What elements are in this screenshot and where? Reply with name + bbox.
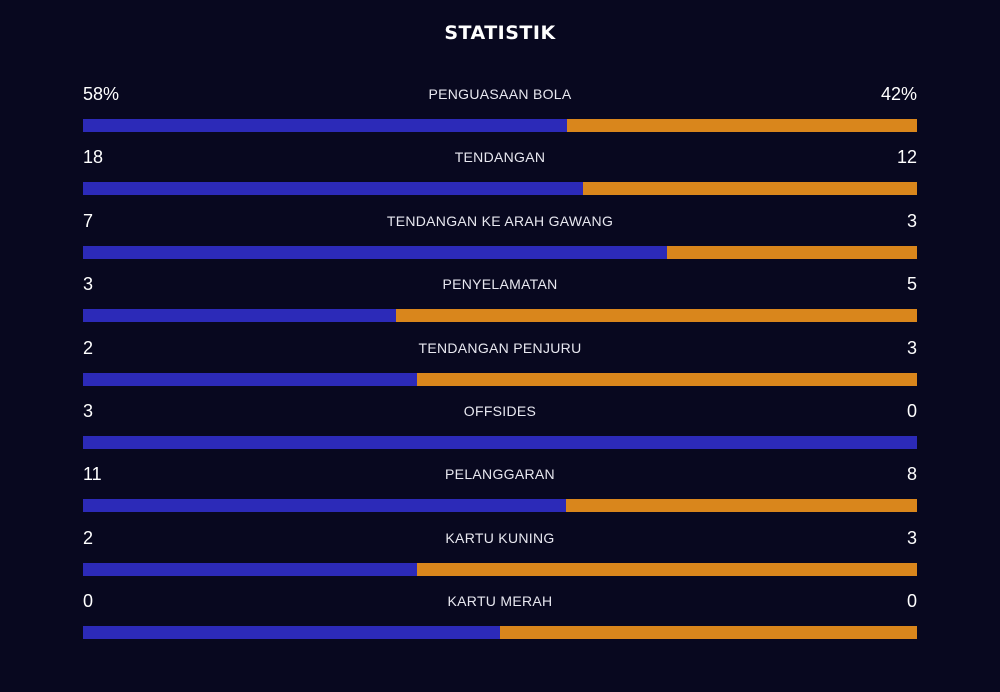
stat-label: OFFSIDES: [463, 402, 537, 419]
comparison-bar: [83, 435, 917, 449]
stat-label: TENDANGAN: [454, 149, 546, 166]
stat-row: 7 TENDANGAN KE ARAH GAWANG 3: [83, 207, 917, 270]
comparison-bar: [83, 372, 917, 386]
home-value: 58%: [83, 84, 120, 104]
home-bar-fill: [83, 309, 396, 323]
home-value: 11: [83, 464, 102, 485]
stat-row: 3 OFFSIDES 0: [83, 397, 917, 460]
home-value: 0: [83, 591, 94, 612]
away-value: 42%: [880, 84, 917, 104]
home-value: 18: [83, 147, 104, 168]
comparison-bar: [83, 119, 917, 132]
home-value: 7: [83, 210, 94, 231]
away-value: 0: [906, 591, 917, 612]
away-bar-fill: [583, 182, 917, 196]
away-value: 5: [906, 274, 917, 295]
away-value: 3: [906, 337, 917, 358]
comparison-bar: [83, 182, 917, 196]
stat-row: 0 KARTU MERAH 0: [83, 587, 917, 650]
stats-title: STATISTIK: [444, 22, 556, 44]
away-value: 12: [896, 147, 917, 168]
stat-row: 11 PELANGGARAN 8: [83, 460, 917, 523]
stat-label: PENYELAMATAN: [442, 276, 558, 293]
comparison-bar: [83, 562, 917, 576]
home-bar-fill: [83, 245, 667, 259]
home-bar-fill: [83, 182, 584, 196]
home-value: 3: [83, 400, 94, 421]
away-bar-fill: [566, 119, 917, 132]
home-bar-fill: [83, 499, 566, 513]
away-bar-fill: [666, 245, 917, 259]
stat-label: TENDANGAN KE ARAH GAWANG: [386, 212, 614, 229]
away-bar-fill: [500, 626, 917, 640]
comparison-bar: [83, 499, 917, 513]
stat-row: 2 TENDANGAN PENJURU 3: [83, 334, 917, 397]
stat-row: 3 PENYELAMATAN 5: [83, 270, 917, 333]
home-value: 3: [83, 274, 94, 295]
home-bar-fill: [83, 626, 500, 640]
stat-row: 18 TENDANGAN 12: [83, 143, 917, 206]
stat-label: KARTU KUNING: [445, 529, 555, 546]
home-bar-fill: [83, 435, 917, 449]
stat-row: 2 KARTU KUNING 3: [83, 524, 917, 587]
home-bar-fill: [83, 372, 417, 386]
home-value: 2: [83, 527, 94, 548]
away-value: 3: [906, 210, 917, 231]
away-bar-fill: [565, 499, 917, 513]
comparison-bar: [83, 245, 917, 259]
stat-label: KARTU MERAH: [447, 593, 553, 610]
comparison-bar: [83, 309, 917, 323]
stat-row: 58% PENGUASAAN BOLA 42%: [83, 80, 917, 143]
stat-label: PELANGGARAN: [445, 466, 555, 483]
home-value: 2: [83, 337, 94, 358]
away-value: 0: [906, 400, 917, 421]
away-value: 3: [906, 527, 917, 548]
home-bar-fill: [83, 562, 417, 576]
away-bar-fill: [416, 562, 917, 576]
comparison-bar: [83, 626, 917, 640]
home-bar-fill: [83, 119, 567, 132]
away-bar-fill: [395, 309, 917, 323]
stat-label: TENDANGAN PENJURU: [418, 339, 582, 356]
away-bar-fill: [416, 372, 917, 386]
stats-list: 58% PENGUASAAN BOLA 42% 18 TENDANGAN 12 …: [83, 80, 917, 651]
stat-label: PENGUASAAN BOLA: [428, 86, 572, 102]
away-value: 8: [906, 464, 917, 485]
